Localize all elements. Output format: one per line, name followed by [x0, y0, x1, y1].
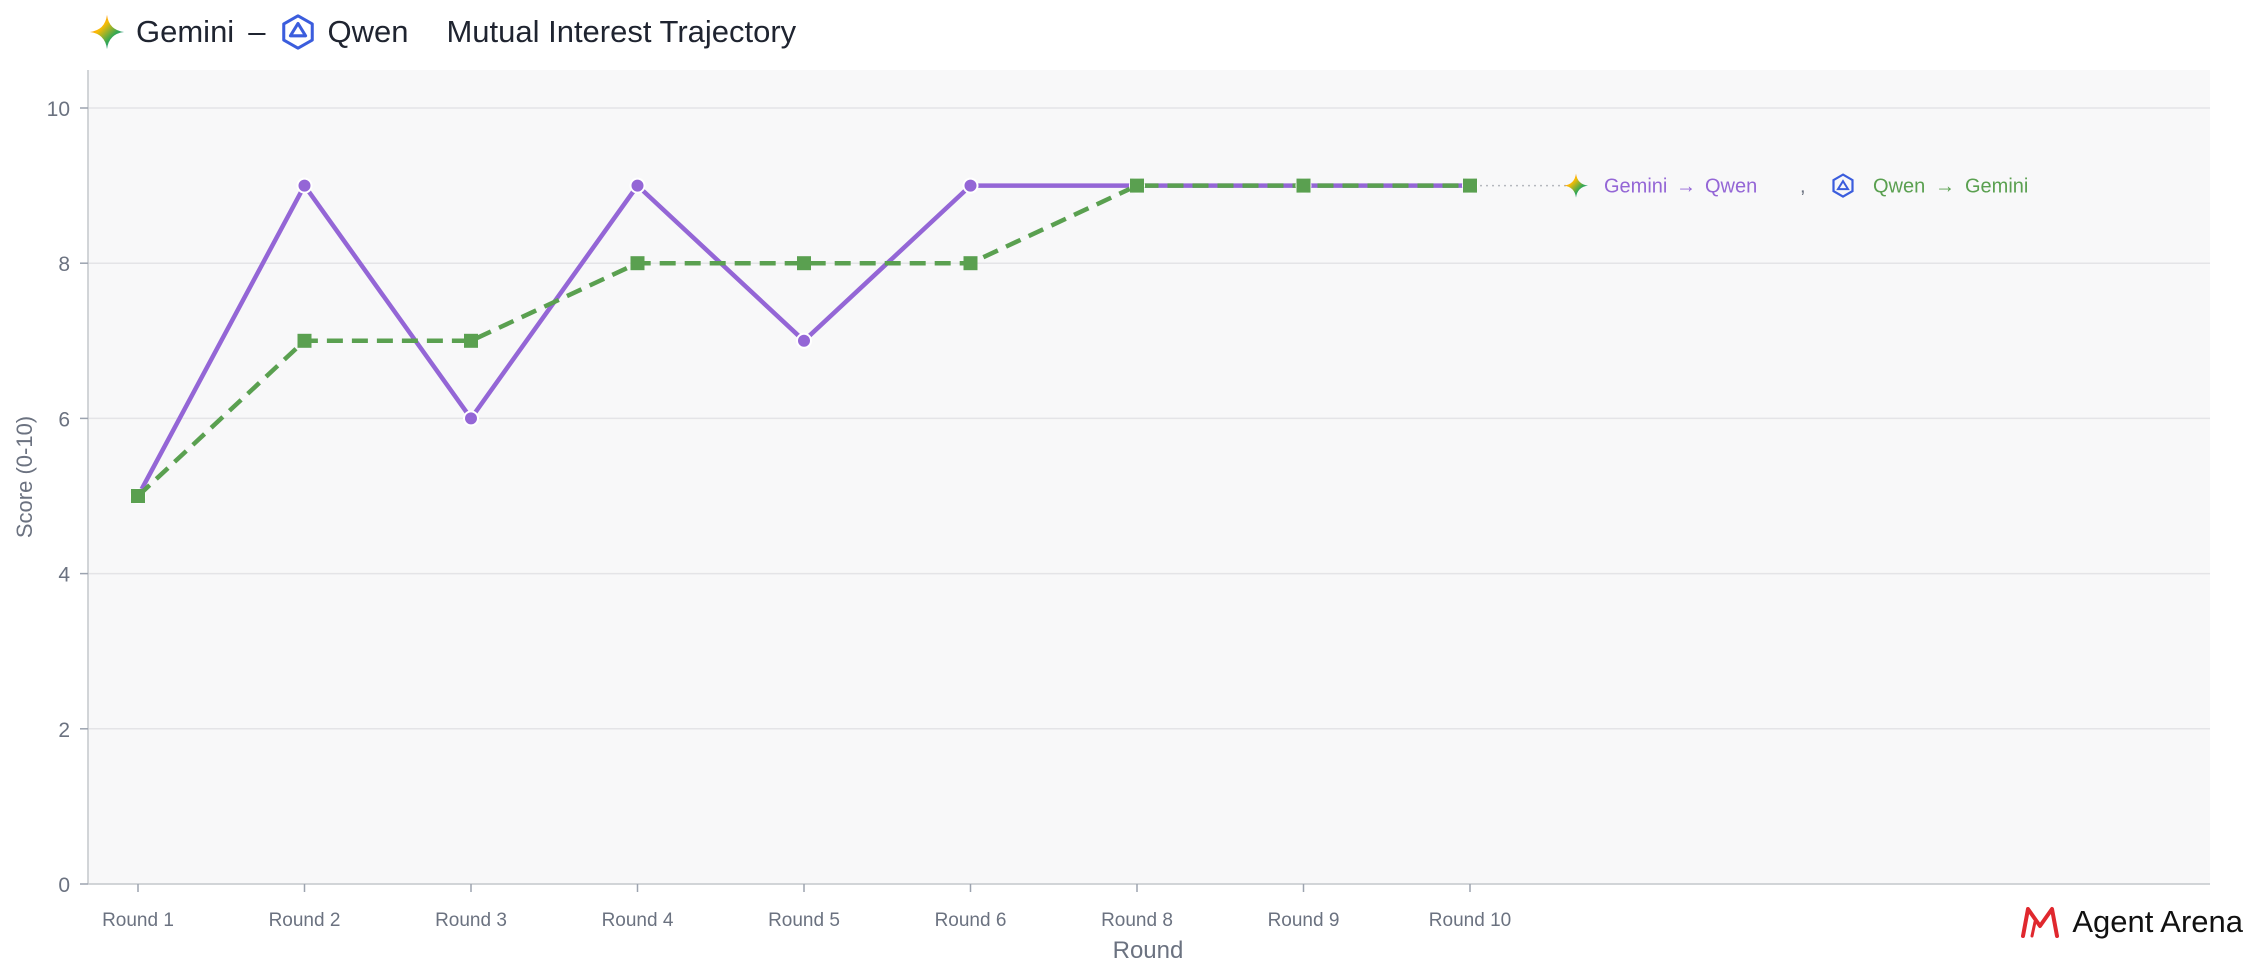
legend-series-b-arrow: → — [1935, 176, 1955, 198]
x-tick-label: Round 8 — [1101, 910, 1173, 931]
y-tick-label: 2 — [58, 719, 70, 742]
y-tick-label: 4 — [58, 564, 70, 587]
series-a-point — [629, 177, 646, 194]
axes — [87, 70, 2210, 885]
y-tick-labels: 0 2 4 6 8 10 — [47, 98, 88, 897]
x-tick-label: Round 5 — [768, 910, 840, 931]
y-tick-label: 10 — [47, 98, 70, 121]
gemini-sparkle-icon — [1564, 173, 1588, 198]
header-separator: – — [248, 14, 266, 49]
y-axis-label: Score (0-10) — [12, 416, 37, 538]
agent-arena-logo-icon — [2021, 907, 2060, 938]
series-a-point — [796, 332, 812, 349]
brand-name: Agent Arena — [2072, 904, 2243, 939]
y-tick-label: 8 — [58, 253, 70, 276]
legend-series-a-arrow: → — [1676, 176, 1696, 198]
chart-title: Mutual Interest Trajectory — [446, 14, 797, 49]
x-tick-label: Round 6 — [935, 910, 1007, 931]
series-b-point — [797, 256, 811, 271]
x-axis-label: Round — [1113, 937, 1184, 964]
y-tick-label: 6 — [58, 408, 70, 431]
series-b-point — [963, 256, 978, 271]
brand-watermark: Agent Arena — [2020, 902, 2243, 942]
series-b-point — [131, 489, 145, 503]
qwen-logo-icon — [1832, 173, 1854, 198]
series-b-point — [630, 256, 645, 271]
series-b-point — [1130, 178, 1144, 193]
model-a-name: Gemini — [136, 14, 235, 49]
series-a-point — [463, 410, 479, 427]
legend-series-a-to: Qwen — [1705, 176, 1757, 198]
legend-series-a-from: Gemini — [1604, 176, 1667, 198]
series-b-point — [1296, 178, 1311, 193]
series-b-point — [464, 333, 478, 348]
x-tick-label: Round 4 — [602, 910, 674, 931]
series-b-point — [1463, 178, 1477, 193]
series-b-point — [297, 333, 312, 348]
x-tick-label: Round 1 — [102, 910, 174, 931]
grid-lines — [88, 107, 2210, 730]
qwen-logo-icon — [282, 14, 315, 50]
x-tick-label: Round 9 — [1268, 910, 1340, 931]
legend-divider: , — [1800, 176, 1806, 198]
series-a-point — [962, 177, 979, 194]
legend-series-b-from: Qwen — [1873, 176, 1925, 198]
gemini-sparkle-icon — [89, 14, 125, 50]
y-tick-label: 0 — [58, 874, 70, 897]
inline-legend: Gemini → Qwen , Qwen → Gemini — [1480, 173, 2028, 198]
series-line-qwen-to-gemini — [136, 183, 1470, 498]
chart-header: Gemini – Qwen Mutual Interest Trajectory — [88, 8, 796, 56]
model-b-name: Qwen — [327, 14, 409, 49]
x-tick-labels: Round 1 Round 2 Round 3 Round 4 Round 5 Round… — [102, 884, 1511, 931]
plot-background — [88, 70, 2210, 884]
x-tick-label: Round 10 — [1429, 910, 1511, 931]
x-tick-label: Round 2 — [269, 910, 341, 931]
series-a-point — [296, 177, 313, 194]
legend-series-b-to: Gemini — [1965, 176, 2028, 198]
series-lines — [130, 177, 1478, 504]
x-tick-label: Round 3 — [435, 910, 507, 931]
